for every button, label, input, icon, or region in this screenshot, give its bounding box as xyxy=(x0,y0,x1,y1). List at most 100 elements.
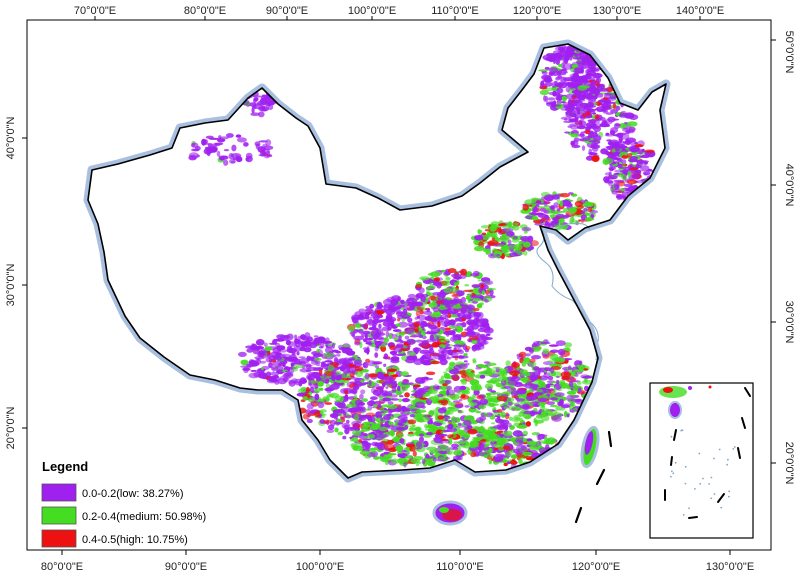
raster-cell xyxy=(458,398,463,402)
raster-cell xyxy=(426,446,437,451)
raster-cell xyxy=(416,320,427,325)
raster-cell xyxy=(420,294,429,298)
raster-cell xyxy=(450,374,457,378)
raster-cell xyxy=(191,142,196,148)
raster-cell xyxy=(437,316,444,323)
raster-cell xyxy=(471,346,481,350)
raster-cell xyxy=(468,402,478,407)
axis-labels-top: 70°0'0"E 80°0'0"E 90°0'0"E 100°0'0"E 110… xyxy=(74,5,724,17)
raster-cell xyxy=(399,395,404,398)
raster-cell xyxy=(232,157,236,161)
raster-cell xyxy=(277,355,282,361)
tick-label-left: 20°0'0"N xyxy=(5,407,17,450)
raster-cell xyxy=(362,362,367,368)
raster-cell xyxy=(406,297,418,304)
raster-cell xyxy=(425,377,434,381)
raster-cell xyxy=(583,368,589,371)
inset-island-dot xyxy=(670,435,673,438)
raster-cell xyxy=(486,326,491,331)
raster-cell xyxy=(485,289,490,295)
raster-cell xyxy=(457,410,464,414)
raster-cell xyxy=(574,67,580,71)
raster-cell xyxy=(445,276,451,281)
raster-cell xyxy=(277,348,282,352)
raster-cell xyxy=(383,373,389,377)
raster-cell xyxy=(479,416,487,421)
raster-cell xyxy=(550,349,560,353)
raster-cell xyxy=(339,397,344,403)
raster-cell xyxy=(209,148,214,152)
raster-cell xyxy=(591,80,596,84)
raster-cell xyxy=(596,93,604,98)
raster-cell xyxy=(546,58,557,62)
raster-cell xyxy=(387,358,399,361)
raster-cell xyxy=(451,329,456,335)
raster-cell xyxy=(374,442,385,447)
raster-cell xyxy=(314,410,321,418)
raster-cell xyxy=(578,52,584,60)
raster-cell xyxy=(598,83,606,90)
raster-cell xyxy=(369,434,375,439)
raster-cell xyxy=(426,460,437,464)
raster-cell xyxy=(394,447,404,450)
raster-cell xyxy=(472,360,477,364)
raster-cell xyxy=(532,215,539,221)
raster-cell xyxy=(404,302,408,306)
raster-cell xyxy=(460,268,467,276)
raster-cell xyxy=(617,194,626,200)
raster-cell xyxy=(323,352,334,358)
raster-cell xyxy=(609,167,614,172)
raster-cell xyxy=(615,105,621,111)
raster-cell xyxy=(490,221,500,226)
raster-cell xyxy=(415,310,421,317)
raster-cell xyxy=(367,318,373,325)
raster-cell xyxy=(391,374,399,378)
raster-cell xyxy=(465,345,471,350)
raster-cell xyxy=(588,97,596,103)
raster-cell xyxy=(427,273,434,276)
raster-cell xyxy=(634,144,644,148)
raster-cell xyxy=(584,129,591,135)
raster-cell xyxy=(491,236,495,241)
raster-cell xyxy=(483,247,486,253)
raster-cell xyxy=(395,323,401,327)
raster-cell xyxy=(513,402,523,406)
raster-cell xyxy=(265,139,272,146)
raster-cell xyxy=(231,144,237,152)
raster-cell xyxy=(459,394,470,400)
raster-cell xyxy=(545,87,556,92)
raster-cell xyxy=(528,402,534,406)
raster-cell xyxy=(506,461,511,465)
raster-cell xyxy=(351,420,361,427)
raster-cell xyxy=(433,317,438,323)
raster-cell xyxy=(485,333,491,336)
raster-cell xyxy=(489,225,498,232)
raster-cell xyxy=(583,76,591,80)
raster-cell xyxy=(475,366,482,370)
raster-cell xyxy=(549,214,553,217)
raster-cell xyxy=(532,206,539,213)
raster-cell xyxy=(505,221,514,227)
raster-cell xyxy=(484,299,489,303)
raster-cell xyxy=(548,67,558,73)
legend-title: Legend xyxy=(42,459,88,474)
raster-cell xyxy=(578,80,589,84)
raster-cell xyxy=(561,215,568,219)
raster-cell xyxy=(397,451,403,455)
raster-cell xyxy=(362,424,366,427)
raster-cell xyxy=(415,463,420,467)
raster-cell xyxy=(374,352,379,358)
raster-cell xyxy=(430,360,441,365)
raster-cell xyxy=(570,99,575,102)
raster-cell xyxy=(607,96,617,101)
raster-cell xyxy=(560,371,572,379)
raster-cell xyxy=(335,375,342,381)
raster-cell xyxy=(433,277,440,282)
raster-cell xyxy=(415,409,427,414)
raster-cell xyxy=(344,389,349,395)
inset-island-dot xyxy=(728,490,731,493)
raster-cell xyxy=(373,403,378,408)
raster-cell xyxy=(568,110,579,118)
raster-cell xyxy=(398,404,402,411)
inset-island-dot xyxy=(694,488,696,490)
